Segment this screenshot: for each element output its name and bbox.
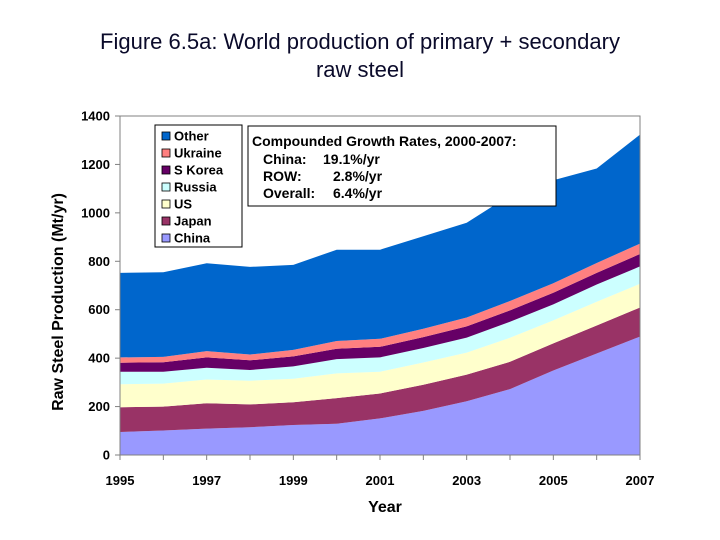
x-tick-label: 1999 <box>279 473 308 488</box>
y-tick-label: 400 <box>88 351 110 366</box>
y-axis-ticks: 0 200 400 600 800 1000 1200 1400 <box>81 109 120 463</box>
area-japan <box>120 307 640 432</box>
legend-label-ukraine: Ukraine <box>174 146 222 161</box>
y-tick-label: 200 <box>88 399 110 414</box>
x-tick-label: 2007 <box>626 473 655 488</box>
x-tick-label: 2001 <box>366 473 395 488</box>
y-tick-label: 600 <box>88 302 110 317</box>
y-axis-label: Raw Steel Production (Mt/yr) <box>50 193 67 411</box>
area-ukraine <box>120 243 640 363</box>
legend-label-s-korea: S Korea <box>174 163 224 178</box>
y-tick-label: 1400 <box>81 109 110 124</box>
annotation-overall-value: 6.4%/yr <box>333 185 383 201</box>
area-other <box>120 134 640 358</box>
x-tick-label: 2005 <box>539 473 568 488</box>
annotation-overall-label: Overall: <box>263 185 315 201</box>
chart-title-line-1: Figure 6.5a: World production of primary… <box>100 29 620 54</box>
legend-swatch-russia <box>161 182 171 192</box>
x-axis-label: Year <box>368 499 402 516</box>
x-axis-ticks: 1995 1997 1999 2001 2003 2005 2007 <box>106 455 655 488</box>
area-china <box>120 336 640 455</box>
annotation-china-value: 19.1%/yr <box>323 151 380 167</box>
y-tick-label: 0 <box>103 448 110 463</box>
legend-label-us: US <box>174 197 192 212</box>
chart-title: Figure 6.5a: World production of primary… <box>0 28 720 84</box>
annotation-box <box>247 125 557 207</box>
x-tick-label: 2003 <box>452 473 481 488</box>
growth-rates-annotation: Compounded Growth Rates, 2000-2007: Chin… <box>247 125 557 207</box>
legend-label-other: Other <box>174 129 209 144</box>
legend-label-japan: Japan <box>174 214 212 229</box>
legend-swatch-us <box>161 199 171 209</box>
x-tick-label: 1995 <box>106 473 135 488</box>
area-s-korea <box>120 254 640 372</box>
annotation-row-value: 2.8%/yr <box>333 168 383 184</box>
chart-title-line-2: raw steel <box>315 57 405 82</box>
legend: Other Ukraine S Korea Russia US Japan China <box>154 124 243 248</box>
legend-swatch-china <box>161 233 171 243</box>
area-layers <box>120 134 640 455</box>
legend-swatch-japan <box>161 216 171 226</box>
area-us <box>120 283 640 408</box>
y-tick-label: 800 <box>88 254 110 269</box>
legend-swatch-s-korea <box>161 165 171 175</box>
legend-swatch-other <box>161 131 171 141</box>
annotation-china-label: China: <box>263 151 307 167</box>
y-tick-label: 1200 <box>81 157 110 172</box>
x-tick-label: 1997 <box>192 473 221 488</box>
legend-label-china: China <box>174 231 211 246</box>
legend-swatch-ukraine <box>161 148 171 158</box>
y-tick-label: 1000 <box>81 205 110 220</box>
area-russia <box>120 266 640 385</box>
annotation-heading: Compounded Growth Rates, 2000-2007: <box>252 133 517 149</box>
legend-label-russia: Russia <box>174 180 217 195</box>
annotation-row-label: ROW: <box>263 168 302 184</box>
